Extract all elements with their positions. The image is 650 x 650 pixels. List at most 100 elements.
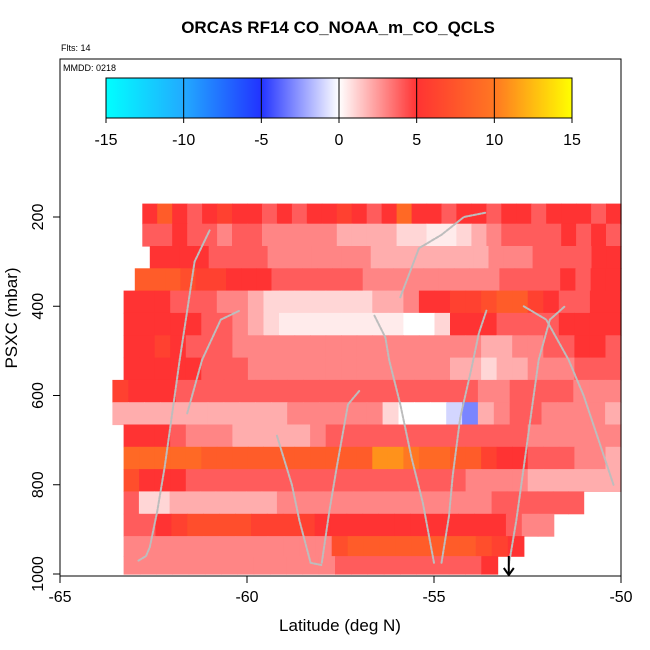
heatmap-cell: [543, 357, 560, 381]
heatmap-cell: [385, 246, 401, 269]
heatmap-cell: [568, 491, 585, 515]
heatmap-cell: [123, 290, 140, 314]
heatmap-cell: [271, 379, 288, 403]
heatmap-cell: [310, 469, 327, 492]
heatmap-cell: [558, 312, 575, 336]
heatmap-cell: [351, 203, 368, 225]
heatmap-cell: [335, 556, 352, 575]
heatmap-cell: [267, 536, 285, 557]
heatmap-cell: [202, 223, 218, 247]
heatmap-cell: [465, 469, 482, 492]
heatmap-cell: [232, 357, 249, 381]
heatmap-cell: [557, 379, 574, 403]
heatmap-cell: [442, 513, 459, 537]
heatmap-cell: [310, 290, 327, 314]
heatmap-cell: [149, 246, 166, 269]
heatmap-cell: [331, 536, 349, 557]
heatmap-cell: [403, 335, 420, 359]
heatmap-cell: [302, 556, 320, 575]
heatmap-cell: [356, 424, 373, 448]
heatmap-cell: [216, 290, 233, 314]
heatmap-cell: [547, 246, 563, 269]
heatmap-cell: [525, 402, 543, 426]
heatmap-cell: [430, 491, 447, 515]
heatmap-cell: [505, 513, 523, 537]
heatmap-cell: [366, 223, 383, 247]
heatmap-cell: [558, 335, 575, 359]
heatmap-cell: [445, 491, 462, 515]
heatmap-cell: [247, 290, 264, 314]
x-tick-label: -65: [48, 589, 71, 606]
heatmap-cell: [514, 268, 531, 292]
heatmap-cell: [491, 536, 509, 557]
heatmap-cell: [384, 491, 401, 515]
heatmap-cell: [232, 424, 249, 448]
heatmap-cell: [112, 379, 129, 403]
heatmap-cell: [187, 223, 203, 247]
heatmap-cell: [606, 246, 622, 269]
heatmap-cell: [426, 513, 443, 537]
heatmap-cell: [287, 379, 304, 403]
heatmap-cell: [383, 556, 401, 575]
heatmap-cell: [366, 203, 383, 225]
heatmap-cell: [450, 290, 467, 314]
heatmap-cell: [403, 312, 420, 336]
heatmap-cell: [465, 312, 482, 336]
heatmap-cell: [496, 290, 513, 314]
heatmap-cell: [157, 223, 173, 247]
colorbar-tick-label: -15: [94, 132, 117, 149]
heatmap-cell: [450, 469, 467, 492]
heatmap-cell: [169, 491, 186, 515]
heatmap-cell: [418, 357, 435, 381]
heatmap-cell: [532, 246, 548, 269]
heatmap-cell: [252, 246, 269, 269]
heatmap-cell: [217, 203, 233, 225]
heatmap-cell: [216, 446, 233, 470]
heatmap-cell: [509, 379, 527, 403]
heatmap-cell: [155, 536, 173, 557]
heatmap-cell: [605, 335, 622, 359]
heatmap-cell: [370, 246, 386, 269]
heatmap-cell: [185, 446, 202, 470]
heatmap-cell: [512, 469, 529, 492]
heatmap-cell: [462, 379, 479, 403]
heatmap-cell: [241, 268, 257, 292]
colorbar-ticks: -15 -10 -5 0 5 10 15: [94, 78, 581, 149]
heatmap-cell: [164, 246, 180, 269]
heatmap-cell: [396, 203, 413, 225]
heatmap-cell: [311, 246, 327, 269]
heatmap-cell: [543, 446, 560, 470]
heatmap-cell: [589, 312, 606, 336]
heatmap-cell: [522, 491, 539, 515]
heatmap-cell: [299, 536, 317, 557]
x-tick-label: -60: [235, 589, 258, 606]
heatmap-cell: [201, 312, 218, 336]
heatmap-cell: [589, 469, 606, 492]
heatmap-cell: [128, 402, 145, 426]
heatmap-cell: [263, 446, 280, 470]
heatmap-cell: [543, 335, 560, 359]
heatmap-cell: [139, 312, 156, 336]
location-marker: [502, 556, 515, 577]
heatmap-cell: [232, 335, 249, 359]
heatmap-cell: [255, 379, 272, 403]
heatmap-cell: [195, 268, 212, 292]
heatmap-cell: [294, 424, 311, 448]
heatmap-cell: [481, 290, 498, 314]
heatmap-cell: [459, 536, 477, 557]
heatmap-cell: [501, 223, 517, 247]
heatmap-cell: [171, 513, 188, 537]
heatmap-cell: [481, 357, 498, 381]
heatmap-cell: [251, 513, 268, 537]
heatmap-cell: [606, 223, 622, 247]
heatmap-cell: [356, 312, 373, 336]
heatmap-cell: [543, 424, 560, 448]
heatmap-cell: [306, 203, 323, 225]
heatmap-cell: [403, 357, 420, 381]
heatmap-cell: [287, 402, 304, 426]
heatmap-cell: [239, 379, 256, 403]
heatmap-cell: [291, 223, 308, 247]
heatmap-cell: [347, 268, 364, 292]
heatmap-cell: [170, 469, 187, 492]
